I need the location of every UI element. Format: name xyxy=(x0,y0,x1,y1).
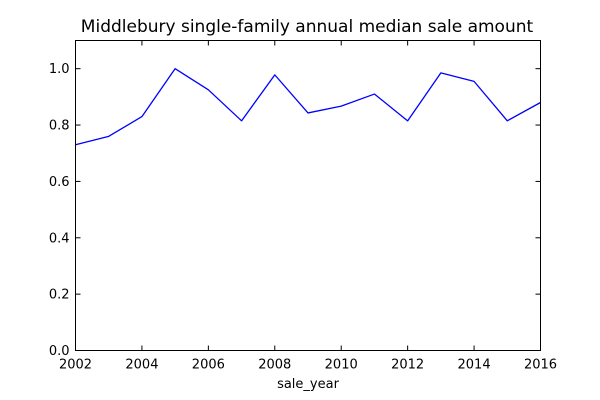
x-axis: 2002 2004 2006 2008 2010 2012 2014 2016 xyxy=(59,40,557,373)
x-tick-label: 2010 xyxy=(325,358,358,373)
x-tick-label: 2006 xyxy=(192,358,225,373)
x-tick-label: 2012 xyxy=(391,358,424,373)
x-tick-label: 2004 xyxy=(125,358,158,373)
x-tick-label: 2002 xyxy=(59,358,92,373)
x-axis-label: sale_year xyxy=(277,377,340,392)
x-tick-label: 2014 xyxy=(458,358,491,373)
series-line xyxy=(75,68,541,146)
y-tick-label: 0.6 xyxy=(49,175,70,190)
y-axis: 0.0 0.2 0.4 0.6 0.8 1.0 xyxy=(49,62,541,359)
y-tick-label: 0.4 xyxy=(49,231,70,246)
plot-frame xyxy=(75,40,541,351)
y-tick-label: 0.8 xyxy=(49,119,70,134)
y-tick-label: 1.0 xyxy=(49,62,70,77)
x-tick-label: 2008 xyxy=(258,358,291,373)
y-tick-label: 0.0 xyxy=(49,344,70,359)
y-tick-label: 0.2 xyxy=(49,288,70,303)
x-tick-label: 2016 xyxy=(524,358,557,373)
chart-title: Middlebury single-family annual median s… xyxy=(81,17,534,37)
series-layer xyxy=(75,68,541,146)
